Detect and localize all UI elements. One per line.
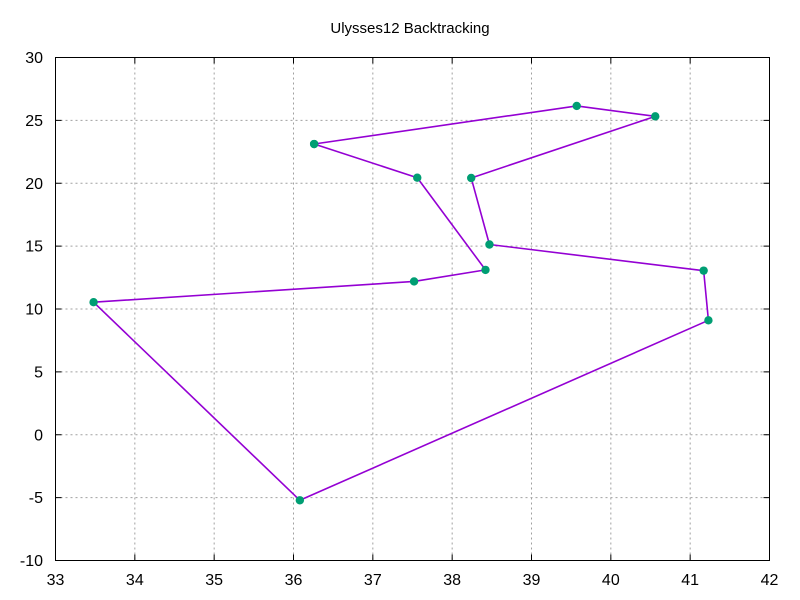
data-point xyxy=(704,316,713,325)
x-tick-label: 35 xyxy=(205,572,223,589)
y-tick-label: 15 xyxy=(25,239,43,256)
data-point xyxy=(309,139,319,149)
data-point xyxy=(651,112,660,121)
x-tick-label: 34 xyxy=(126,572,144,589)
y-tick-label: 30 xyxy=(25,50,43,67)
x-tick-label: 39 xyxy=(523,572,541,589)
x-tick-label: 42 xyxy=(761,572,779,589)
x-tick-label: 38 xyxy=(443,572,461,589)
x-tick-label: 36 xyxy=(285,572,303,589)
data-point xyxy=(413,173,422,182)
y-tick-label: 0 xyxy=(34,427,43,444)
data-point xyxy=(572,101,581,111)
y-tick-label: -10 xyxy=(20,553,43,570)
grid-lines xyxy=(55,57,770,561)
data-point xyxy=(409,277,419,286)
y-tick-label: 5 xyxy=(34,364,43,381)
data-point xyxy=(481,265,490,275)
x-tick-label: 40 xyxy=(602,572,620,589)
data-point xyxy=(485,240,494,249)
series-layer xyxy=(89,101,713,505)
x-tick-label: 33 xyxy=(47,572,65,589)
data-point xyxy=(89,298,98,307)
plot-frame xyxy=(55,57,770,561)
y-tick-label: 20 xyxy=(25,176,43,193)
y-tick-label: -5 xyxy=(29,490,43,507)
data-point xyxy=(467,173,476,183)
y-tick-label: 10 xyxy=(25,302,43,319)
x-tick-label: 41 xyxy=(681,572,699,589)
tick-labels: 33 34 35 36 37 38 39 40 41 42 -10 -5 0 5 10 15 20 25 30 xyxy=(20,50,779,589)
chart-title: Ulysses12 Backtracking xyxy=(330,20,489,37)
x-tick-label: 37 xyxy=(364,572,382,589)
y-tick-label: 25 xyxy=(25,113,43,130)
series-line xyxy=(92,105,710,502)
data-point xyxy=(295,496,305,505)
data-point xyxy=(699,266,708,275)
